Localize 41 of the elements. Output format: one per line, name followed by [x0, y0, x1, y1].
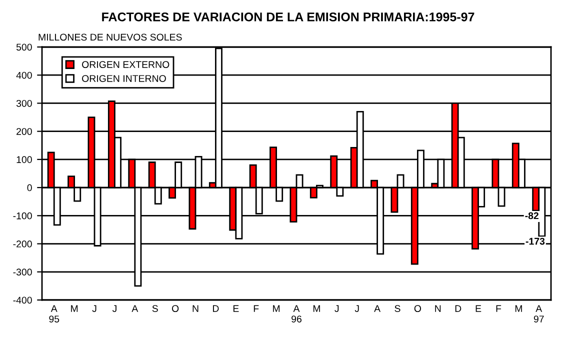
y-tick-label: 200 [16, 128, 32, 135]
y-axis-title: MILLONES DE NUEVOS SOLES [38, 34, 182, 41]
x-tick-label: N [192, 305, 198, 312]
chart-title: FACTORES DE VARIACION DE LA EMISION PRIMARIA:1995-97 [102, 12, 474, 22]
x-tick-label: N [435, 305, 441, 312]
y-tick-label: 500 [16, 44, 32, 51]
legend-label: ORIGEN INTERNO [82, 75, 166, 82]
x-tick-label: S [394, 305, 400, 312]
y-tick-label: 400 [16, 72, 32, 79]
y-tick-label: 0 [27, 184, 32, 192]
legend-label: ORIGEN EXTERNO [82, 61, 170, 68]
x-tick-label: A 95 [49, 305, 60, 322]
y-tick-label: -300 [13, 268, 32, 276]
x-tick-label: O [172, 305, 179, 312]
y-tick-label: 100 [16, 156, 32, 164]
x-tick-label: M [71, 305, 78, 312]
x-tick-label: F [496, 305, 502, 312]
x-tick-label: D [212, 305, 219, 312]
data-label: -173 [526, 238, 545, 245]
y-tick-label: -200 [13, 240, 32, 248]
x-tick-label: M [515, 305, 522, 312]
x-tick-label: J [334, 305, 339, 312]
x-tick-label: E [476, 305, 482, 312]
x-tick-label: A 97 [534, 305, 544, 322]
x-tick-label: E [233, 305, 239, 312]
x-tick-label: J [112, 305, 116, 312]
x-tick-label: M [273, 305, 280, 312]
x-tick-label: A [132, 305, 138, 312]
y-tick-label: -100 [13, 212, 32, 220]
x-tick-label: A 96 [292, 305, 302, 322]
y-tick-label: 300 [16, 100, 32, 107]
x-tick-label: J [92, 305, 96, 312]
data-label: -82 [525, 212, 538, 220]
y-tick-label: -400 [13, 296, 32, 304]
x-tick-label: F [254, 305, 259, 312]
x-tick-label: D [455, 305, 462, 312]
x-tick-label: S [152, 305, 158, 312]
x-tick-label: J [354, 305, 359, 312]
x-tick-label: A [374, 305, 381, 312]
x-tick-label: O [414, 305, 422, 312]
x-tick-label: M [313, 305, 320, 312]
